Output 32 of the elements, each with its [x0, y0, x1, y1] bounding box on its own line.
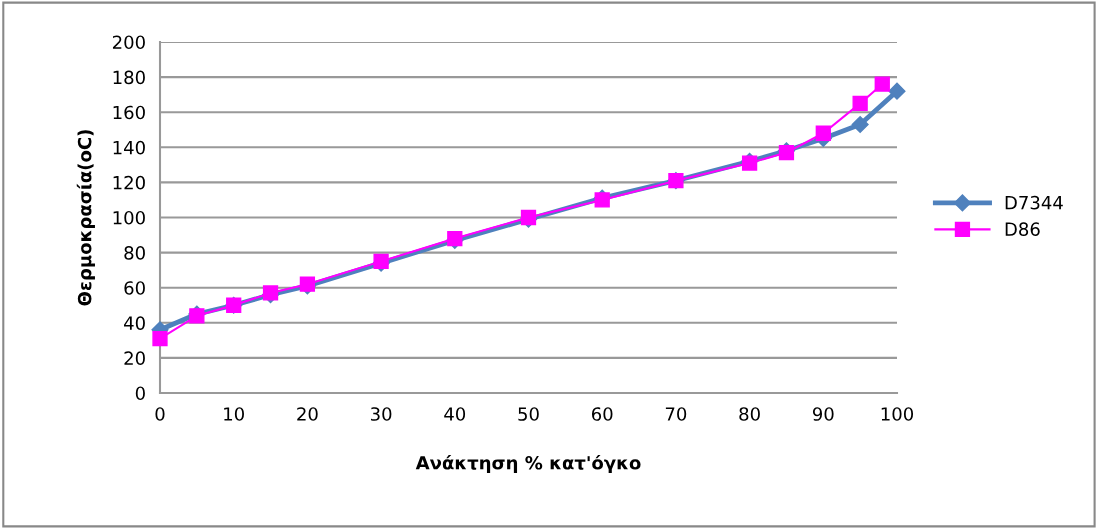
x-tick-label: 0	[155, 407, 165, 421]
x-axis-title: Ανάκτηση % κατ'όγκο	[415, 454, 641, 474]
x-tick-label: 30	[370, 407, 392, 421]
x-tick-label: 70	[665, 407, 687, 421]
y-tick-label: 0	[135, 386, 145, 401]
y-tick-label: 180	[113, 70, 145, 85]
x-tick-label: 60	[591, 407, 613, 421]
point	[874, 76, 890, 92]
y-axis-title: Θερμοκρασία(oC)	[76, 130, 95, 306]
x-tick-label: 40	[444, 407, 466, 421]
legend-label: D86	[1005, 222, 1040, 236]
point	[851, 115, 869, 134]
y-tick-label: 140	[113, 140, 145, 155]
point	[888, 82, 906, 100]
x-tick-label: 10	[224, 407, 244, 421]
y-tick-label: 40	[124, 316, 145, 330]
y-tick-label: 80	[124, 246, 145, 260]
x-tick-label: 100	[881, 407, 914, 421]
legend-label: D7344	[1005, 195, 1063, 210]
y-tick-label: 20	[124, 351, 145, 366]
y-tick-label: 100	[113, 210, 145, 225]
y-tick-label: 120	[113, 175, 145, 190]
y-tick-label: 60	[124, 281, 145, 295]
x-tick-label: 80	[739, 407, 760, 421]
x-tick-label: 90	[812, 407, 834, 421]
point	[815, 125, 831, 141]
x-tick-label: 50	[518, 407, 539, 421]
y-tick-label: 200	[112, 35, 145, 50]
point	[852, 95, 868, 112]
x-tick-label: 20	[297, 407, 318, 421]
y-tick-label: 160	[113, 105, 145, 120]
point	[152, 330, 168, 347]
